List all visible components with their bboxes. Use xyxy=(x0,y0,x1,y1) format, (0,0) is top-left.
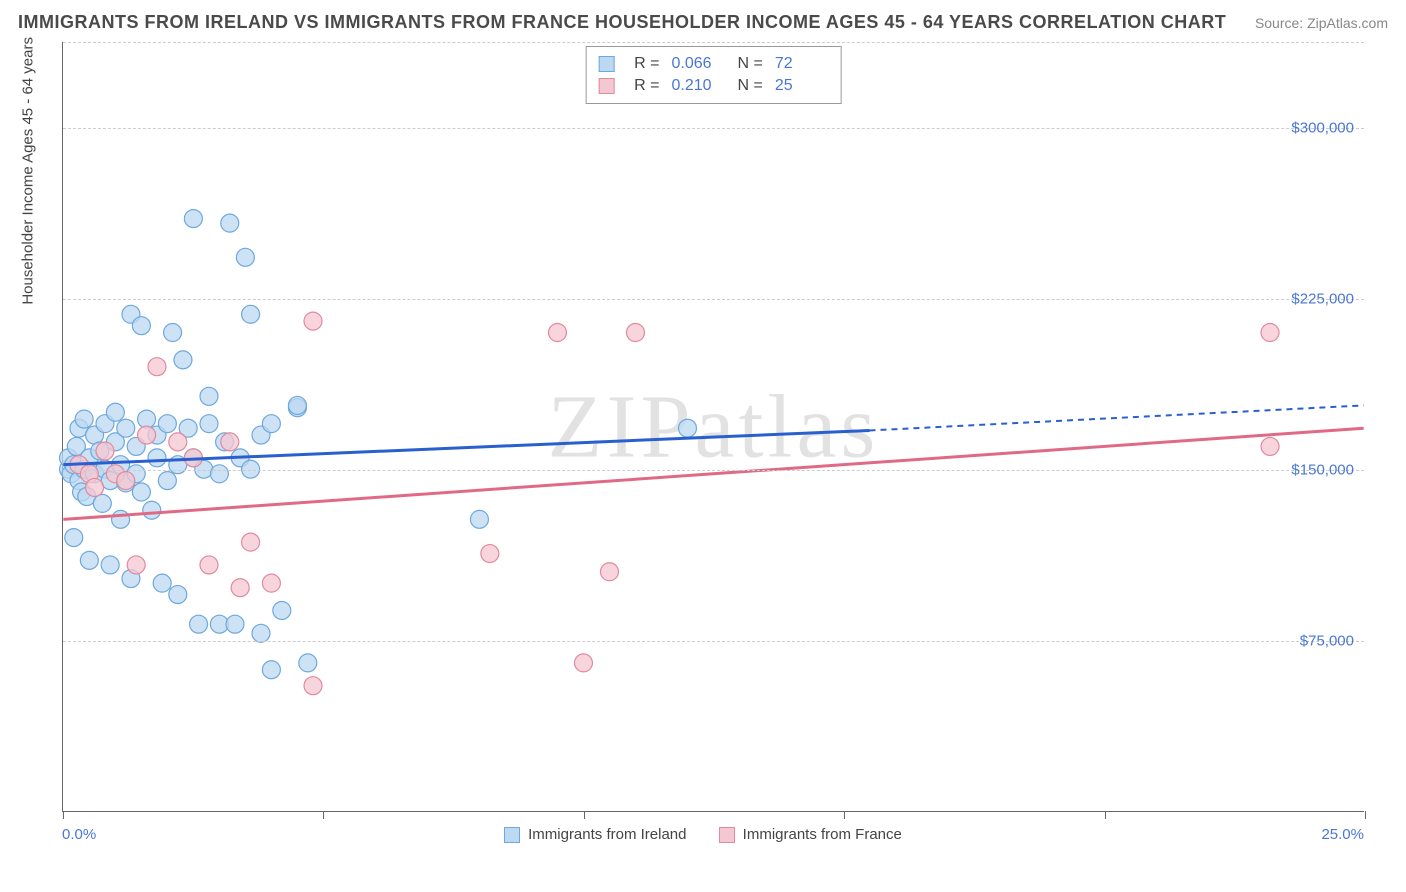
data-point xyxy=(184,210,202,228)
data-point xyxy=(200,556,218,574)
data-point xyxy=(127,556,145,574)
data-point xyxy=(1261,437,1279,455)
y-tick-label: $150,000 xyxy=(1291,461,1354,478)
data-point xyxy=(221,433,239,451)
data-point xyxy=(231,579,249,597)
data-point xyxy=(132,317,150,335)
stats-n-label: N = xyxy=(738,77,763,95)
source-label: Source: ZipAtlas.com xyxy=(1255,15,1388,31)
data-point xyxy=(164,324,182,342)
data-point xyxy=(93,494,111,512)
stats-r-label: R = xyxy=(634,55,659,73)
data-point xyxy=(470,510,488,528)
stats-n-ireland: 72 xyxy=(775,55,829,73)
y-tick-label: $75,000 xyxy=(1300,632,1354,649)
data-point xyxy=(679,419,697,437)
data-point xyxy=(200,415,218,433)
scatter-svg xyxy=(63,42,1364,811)
data-point xyxy=(106,403,124,421)
data-point xyxy=(626,324,644,342)
stats-legend: R = 0.066 N = 72 R = 0.210 N = 25 xyxy=(585,46,842,104)
data-point xyxy=(117,419,135,437)
data-point xyxy=(262,661,280,679)
y-tick-label: $300,000 xyxy=(1291,119,1354,136)
data-point xyxy=(242,305,260,323)
data-point xyxy=(574,654,592,672)
data-point xyxy=(132,483,150,501)
chart-title: IMMIGRANTS FROM IRELAND VS IMMIGRANTS FR… xyxy=(18,12,1226,33)
data-point xyxy=(169,433,187,451)
data-point xyxy=(190,615,208,633)
data-point xyxy=(117,472,135,490)
y-tick-label: $225,000 xyxy=(1291,290,1354,307)
data-point xyxy=(138,426,156,444)
stats-r-france: 0.210 xyxy=(672,77,726,95)
data-point xyxy=(273,602,291,620)
data-point xyxy=(158,472,176,490)
data-point xyxy=(169,586,187,604)
data-point xyxy=(600,563,618,581)
gridline xyxy=(63,470,1364,471)
legend-label-france: Immigrants from France xyxy=(743,826,902,843)
data-point xyxy=(210,465,228,483)
data-point xyxy=(148,358,166,376)
gridline xyxy=(63,641,1364,642)
legend-ireland: Immigrants from Ireland xyxy=(504,826,686,843)
data-point xyxy=(112,510,130,528)
data-point xyxy=(299,654,317,672)
data-point xyxy=(481,545,499,563)
legend-label-ireland: Immigrants from Ireland xyxy=(528,826,686,843)
data-point xyxy=(548,324,566,342)
x-tick xyxy=(323,811,324,819)
legend-swatch-france xyxy=(719,827,735,843)
swatch-france xyxy=(598,78,614,94)
x-tick xyxy=(844,811,845,819)
data-point xyxy=(288,396,306,414)
data-point xyxy=(86,478,104,496)
data-point xyxy=(65,529,83,547)
x-tick xyxy=(63,811,64,819)
data-point xyxy=(226,615,244,633)
gridline xyxy=(63,299,1364,300)
stats-n-france: 25 xyxy=(775,77,829,95)
data-point xyxy=(200,387,218,405)
data-point xyxy=(174,351,192,369)
gridline xyxy=(63,42,1364,43)
data-point xyxy=(262,574,280,592)
gridline xyxy=(63,128,1364,129)
chart-plot-area: ZIPatlas R = 0.066 N = 72 R = 0.210 N = … xyxy=(62,42,1364,812)
data-point xyxy=(153,574,171,592)
stats-row-ireland: R = 0.066 N = 72 xyxy=(598,53,829,75)
data-point xyxy=(236,248,254,266)
swatch-ireland xyxy=(598,56,614,72)
data-point xyxy=(158,415,176,433)
data-point xyxy=(242,533,260,551)
data-point xyxy=(252,624,270,642)
data-point xyxy=(1261,324,1279,342)
data-point xyxy=(75,410,93,428)
data-point xyxy=(148,449,166,467)
x-tick xyxy=(1365,811,1366,819)
legend-france: Immigrants from France xyxy=(719,826,902,843)
y-axis-title: Householder Income Ages 45 - 64 years xyxy=(20,37,37,305)
bottom-legend: Immigrants from Ireland Immigrants from … xyxy=(0,826,1406,847)
data-point xyxy=(221,214,239,232)
data-point xyxy=(304,312,322,330)
data-point xyxy=(101,556,119,574)
data-point xyxy=(143,501,161,519)
trend-line-dashed xyxy=(870,405,1364,430)
data-point xyxy=(304,677,322,695)
data-point xyxy=(80,551,98,569)
stats-r-ireland: 0.066 xyxy=(672,55,726,73)
stats-row-france: R = 0.210 N = 25 xyxy=(598,75,829,97)
legend-swatch-ireland xyxy=(504,827,520,843)
stats-r-label: R = xyxy=(634,77,659,95)
data-point xyxy=(262,415,280,433)
x-tick xyxy=(584,811,585,819)
stats-n-label: N = xyxy=(738,55,763,73)
data-point xyxy=(96,442,114,460)
data-point xyxy=(138,410,156,428)
x-tick xyxy=(1105,811,1106,819)
